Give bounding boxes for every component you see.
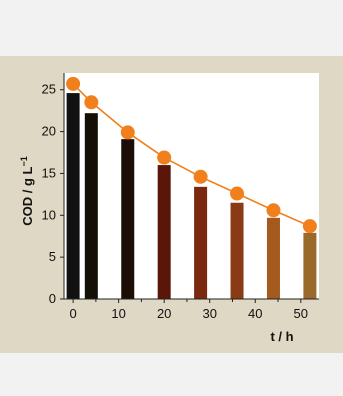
bar <box>85 113 98 299</box>
x-tick-label: 20 <box>157 306 171 321</box>
x-tick-label: 40 <box>248 306 262 321</box>
data-point <box>66 77 80 91</box>
bar <box>303 233 316 299</box>
data-point <box>303 219 317 233</box>
bar <box>158 165 171 299</box>
bar <box>121 139 134 299</box>
y-tick-label: 25 <box>42 82 56 97</box>
x-axis-title: t / h <box>270 329 293 344</box>
x-tick-label: 50 <box>294 306 308 321</box>
y-axis-title: COD / g L−1 <box>19 156 35 225</box>
x-tick-label: 30 <box>202 306 216 321</box>
data-point <box>157 151 171 165</box>
cod-chart: 0 5 10 15 20 25 0 10 20 30 40 50 COD / g L−1 t / h <box>0 56 343 353</box>
y-axis-title-superscript: −1 <box>19 156 29 166</box>
bar <box>267 218 280 299</box>
data-point <box>230 187 244 201</box>
y-tick-label: 20 <box>42 124 56 139</box>
x-tick-label: 0 <box>69 306 76 321</box>
y-tick-label: 10 <box>42 207 56 222</box>
y-tick-label: 0 <box>49 291 56 306</box>
plot-area <box>64 73 319 299</box>
data-point <box>121 125 135 139</box>
data-point <box>266 203 280 217</box>
bar <box>194 187 207 299</box>
data-point <box>84 95 98 109</box>
bar <box>67 93 80 299</box>
y-axis-title-text: COD / g L <box>20 166 35 225</box>
data-point <box>194 170 208 184</box>
x-tick-label: 10 <box>111 306 125 321</box>
y-tick-label: 5 <box>49 249 56 264</box>
bar <box>231 203 244 299</box>
y-tick-label: 15 <box>42 165 56 180</box>
